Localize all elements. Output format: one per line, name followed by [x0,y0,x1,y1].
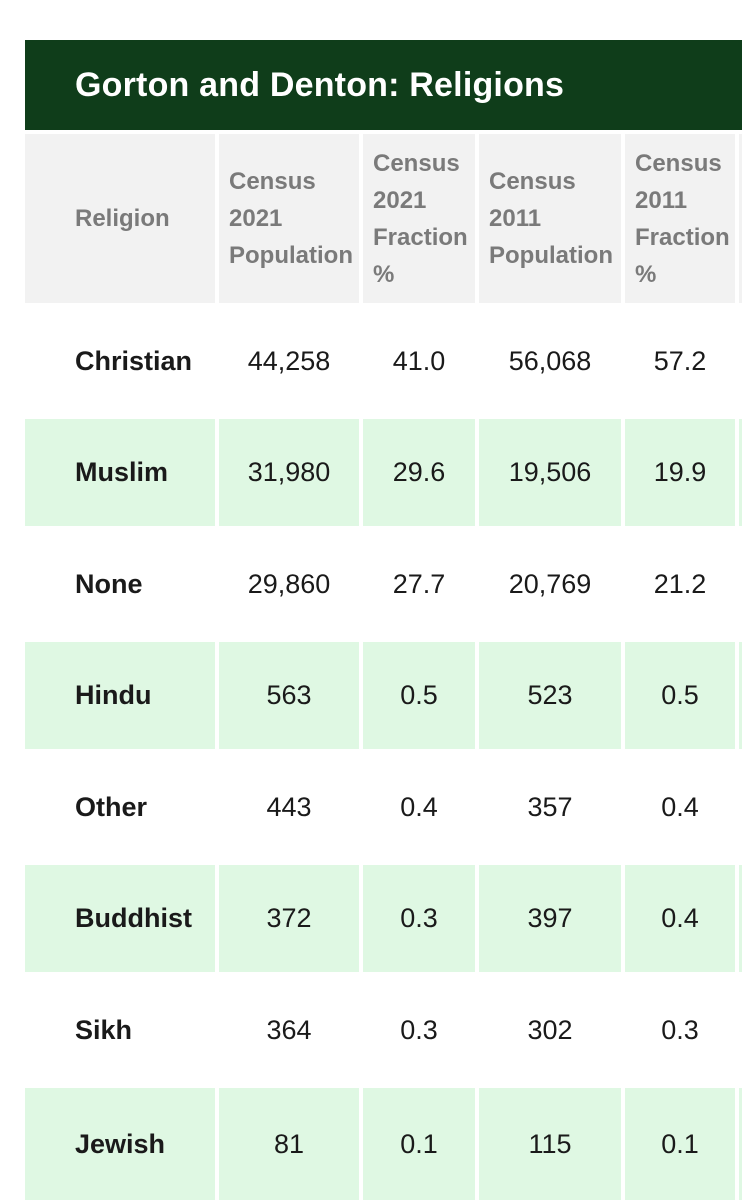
overflow-cell [739,1088,742,1200]
religion-cell: Sikh [25,972,215,1088]
census-2011-fraction-cell: 0.4 [625,749,735,865]
overflow-cell [739,419,742,526]
column-header-census-2021-population[interactable]: Census 2021 Population [219,134,359,303]
census-2011-fraction-cell: 0.5 [625,642,735,749]
census-2021-fraction-cell: 29.6 [363,419,475,526]
column-header-census-2011-fraction[interactable]: Census 2011 Fraction % [625,134,735,303]
census-2021-fraction-cell: 0.1 [363,1088,475,1200]
table-title: Gorton and Denton: Religions [75,65,565,104]
religions-table: Religion Census 2021 Population Census 2… [25,130,742,1200]
census-2021-population-cell: 31,980 [219,419,359,526]
census-2021-population-cell: 443 [219,749,359,865]
census-2021-population-cell: 364 [219,972,359,1088]
census-2011-population-cell: 302 [479,972,621,1088]
census-2011-fraction-cell: 0.3 [625,972,735,1088]
column-header-census-2021-fraction[interactable]: Census 2021 Fraction % [363,134,475,303]
census-2011-population-cell: 357 [479,749,621,865]
census-2021-fraction-cell: 0.4 [363,749,475,865]
religion-cell: Other [25,749,215,865]
census-2021-fraction-cell: 0.5 [363,642,475,749]
overflow-cell [739,642,742,749]
religion-cell: Jewish [25,1088,215,1200]
religion-cell: Hindu [25,642,215,749]
table-title-banner: Gorton and Denton: Religions [25,40,742,130]
census-2021-fraction-cell: 0.3 [363,972,475,1088]
census-2011-population-cell: 115 [479,1088,621,1200]
census-2011-fraction-cell: 0.4 [625,865,735,972]
census-2021-fraction-cell: 0.3 [363,865,475,972]
census-2011-population-cell: 56,068 [479,303,621,419]
census-2011-fraction-cell: 57.2 [625,303,735,419]
religion-cell: Muslim [25,419,215,526]
census-2011-fraction-cell: 19.9 [625,419,735,526]
census-2021-fraction-cell: 41.0 [363,303,475,419]
census-2021-population-cell: 44,258 [219,303,359,419]
census-2021-population-cell: 29,860 [219,526,359,642]
census-2011-population-cell: 523 [479,642,621,749]
census-2021-population-cell: 372 [219,865,359,972]
religion-cell: Buddhist [25,865,215,972]
census-2011-population-cell: 397 [479,865,621,972]
census-2011-population-cell: 20,769 [479,526,621,642]
census-2021-population-cell: 563 [219,642,359,749]
religion-cell: None [25,526,215,642]
census-2021-population-cell: 81 [219,1088,359,1200]
religion-cell: Christian [25,303,215,419]
column-header-overflow [739,134,742,303]
census-2011-fraction-cell: 21.2 [625,526,735,642]
column-header-census-2011-population[interactable]: Census 2011 Population [479,134,621,303]
census-2011-population-cell: 19,506 [479,419,621,526]
census-2021-fraction-cell: 27.7 [363,526,475,642]
census-2011-fraction-cell: 0.1 [625,1088,735,1200]
column-header-religion[interactable]: Religion [25,134,215,303]
overflow-cell [739,865,742,972]
